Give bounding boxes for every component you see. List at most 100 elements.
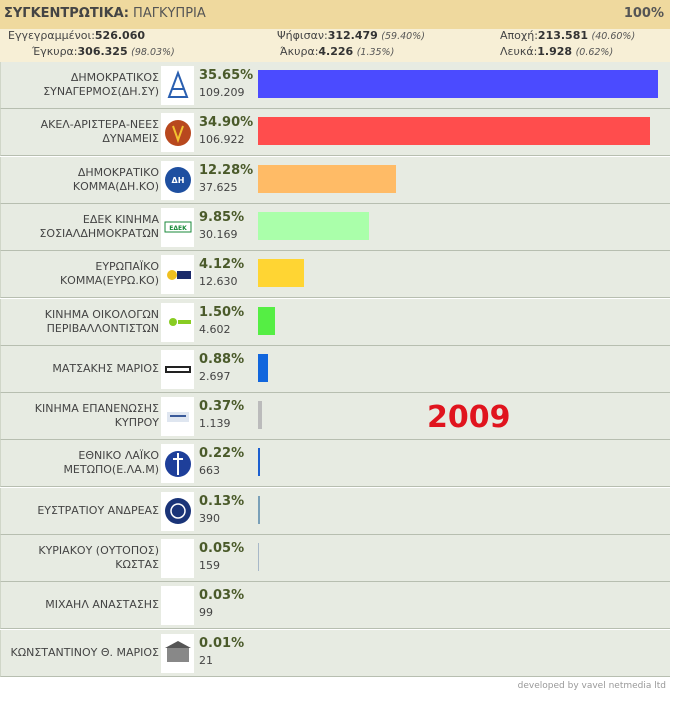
invalid-label: Άκυρα:	[280, 45, 319, 58]
party-logo	[161, 539, 194, 578]
party-row: ΚΙΝΗΜΑ ΕΠΑΝΕΝΩΣΗΣ ΚΥΠΡΟΥ 0.37% 1.139	[0, 393, 670, 441]
result-bar	[258, 211, 369, 240]
abstain-value: 213.581	[537, 29, 589, 42]
voted-label: Ψήφισαν:	[277, 29, 328, 42]
party-votes: 663	[199, 464, 220, 478]
party-votes: 4.602	[199, 322, 231, 336]
party-name: ΚΥΡΙΑΚΟΥ (ΟΥΤΟΠΟΣ) ΚΩΣΤΑΣ	[38, 544, 159, 571]
epanenosis-logo-icon	[161, 397, 194, 437]
party-name: ΕΘΝΙΚΟ ΛΑΪΚΟ ΜΕΤΩΠΟ(Ε.ΛΑ.Μ)	[63, 449, 159, 477]
abstain-pct: (40.60%)	[591, 31, 636, 42]
party-votes: 37.625	[199, 180, 238, 194]
party-row: ΚΙΝΗΜΑ ΟΙΚΟΛΟΓΩΝ ΠΕΡΙΒΑΛΛΟΝΤΙΣΤΩΝ 1.50% 4.…	[0, 298, 670, 346]
result-bar	[258, 70, 658, 98]
result-bar	[258, 259, 305, 288]
party-votes: 390	[199, 511, 220, 525]
party-name: ΚΩΝΣΤΑΝΤΙΝΟΥ Θ. ΜΑΡΙΟΣ	[10, 645, 160, 659]
result-bar	[258, 306, 275, 335]
invalid-stat: Άκυρα:4.226 (1.35%)	[280, 45, 394, 58]
valid-pct: (98.03%)	[131, 47, 175, 58]
valid-value: 306.325	[77, 45, 128, 58]
party-name: ΚΙΝΗΜΑ ΕΠΑΝΕΝΩΣΗΣ ΚΥΠΡΟΥ	[34, 402, 159, 430]
party-name: ΔΗΜΟΚΡΑΤΙΚΟ ΚΟΜΜΑ(ΔΗ.ΚΟ)	[72, 165, 159, 193]
evroko-logo-icon	[161, 255, 194, 295]
result-bar	[258, 543, 259, 571]
party-name: ΔΗΜΟΚΡΑΤΙΚΟΣ ΣΥΝΑΓΕΡΜΟΣ(ΔΗ.ΣΥ)	[43, 71, 159, 98]
party-percentage: 9.85%	[199, 209, 245, 225]
party-logo	[161, 586, 194, 626]
elam-logo-icon	[161, 444, 194, 484]
svg-text:ΕΔΕΚ: ΕΔΕΚ	[169, 225, 187, 232]
valid-stat: Έγκυρα:306.325 (98.03%)	[32, 45, 175, 58]
party-row: ΔΗΜΟΚΡΑΤΙΚΟ ΚΟΜΜΑ(ΔΗ.ΚΟ) ΔΗ 12.28% 37.625	[0, 156, 670, 204]
party-percentage: 4.12%	[199, 257, 245, 273]
party-votes: 2.697	[199, 369, 231, 383]
voted-pct: (59.40%)	[381, 31, 425, 42]
party-votes: 12.630	[199, 275, 238, 289]
result-bar	[258, 353, 268, 382]
party-votes: 21	[199, 653, 213, 667]
invalid-value: 4.226	[318, 45, 354, 58]
result-bar	[258, 117, 650, 146]
results-header: ΣΥΓΚΕΝΤΡΩΤΙΚΑ: ΠΑΓΚΥΠΡΙΑ 100%	[0, 0, 670, 30]
edek-logo-icon: ΕΔΕΚ	[161, 207, 194, 247]
party-percentage: 1.50%	[199, 304, 245, 320]
page-title: ΣΥΓΚΕΝΤΡΩΤΙΚΑ: ΠΑΓΚΥΠΡΙΑ	[4, 6, 206, 21]
counted-percentage: 100%	[623, 6, 664, 21]
party-name: ΕΔΕΚ ΚΙΝΗΜΑ ΣΟΣΙΑΛΔΗΜΟΚΡΑΤΩΝ	[39, 212, 159, 240]
party-name: ΚΙΝΗΜΑ ΟΙΚΟΛΟΓΩΝ ΠΕΡΙΒΑΛΛΟΝΤΙΣΤΩΝ	[44, 307, 159, 335]
party-row: ΕΥΡΩΠΑΪΚΟ ΚΟΜΜΑ(ΕΥΡΩ.ΚΟ) 4.12% 12.630	[0, 251, 670, 299]
year-label: 2009	[427, 400, 511, 435]
ecologists-logo-icon	[161, 302, 194, 342]
valid-label: Έγκυρα:	[32, 45, 78, 58]
blank-stat: Λευκά:1.928 (0.62%)	[500, 45, 613, 58]
turnout-stats: Εγγεγραμμένοι:526.060 Ψήφισαν:312.479 (5…	[0, 29, 670, 62]
abstain-label: Αποχή:	[500, 29, 538, 42]
party-row: ΜΙΧΑΗΛ ΑΝΑΣΤΑΣΗΣ 0.03% 99	[0, 582, 670, 630]
registered-stat: Εγγεγραμμένοι:526.060	[8, 29, 145, 42]
party-name: ΕΥΡΩΠΑΪΚΟ ΚΟΜΜΑ(ΕΥΡΩ.ΚΟ)	[59, 260, 159, 288]
party-row: ΕΔΕΚ ΚΙΝΗΜΑ ΣΟΣΙΑΛΔΗΜΟΚΡΑΤΩΝ ΕΔΕΚ 9.85% 30.…	[0, 203, 670, 251]
party-row: ΕΥΣΤΡΑΤΙΟΥ ΑΝΔΡΕΑΣ 0.13% 390	[0, 487, 670, 535]
party-row: ΕΘΝΙΚΟ ΛΑΪΚΟ ΜΕΤΩΠΟ(Ε.ΛΑ.Μ) 0.22% 663	[0, 440, 670, 488]
party-percentage: 0.03%	[199, 588, 245, 604]
party-votes: 99	[199, 606, 213, 620]
invalid-pct: (1.35%)	[356, 47, 395, 58]
blank-label: Λευκά:	[500, 45, 538, 58]
party-row: ΚΩΝΣΤΑΝΤΙΝΟΥ Θ. ΜΑΡΙΟΣ 0.01% 21	[0, 629, 670, 677]
result-bar	[258, 448, 261, 477]
efstratiou-logo-icon	[161, 491, 194, 531]
party-name: ΕΥΣΤΡΑΤΙΟΥ ΑΝΔΡΕΑΣ	[37, 503, 159, 517]
party-percentage: 0.05%	[199, 541, 245, 556]
party-percentage: 0.88%	[199, 351, 245, 367]
footer-credit: developed by vavel netmedia ltd	[517, 681, 666, 691]
diko-logo-icon: ΔΗ	[161, 160, 194, 200]
party-name: ΜΙΧΑΗΛ ΑΝΑΣΤΑΣΗΣ	[45, 598, 159, 612]
party-percentage: 0.37%	[199, 399, 245, 415]
party-row: ΜΑΤΣΑΚΗΣ ΜΑΡΙΟΣ 0.88% 2.697	[0, 345, 670, 393]
party-name: ΜΑΤΣΑΚΗΣ ΜΑΡΙΟΣ	[52, 361, 159, 375]
party-percentage: 12.28%	[199, 162, 254, 178]
result-bar	[258, 164, 396, 193]
akel-logo-icon	[161, 113, 194, 153]
party-row: ΔΗΜΟΚΡΑΤΙΚΟΣ ΣΥΝΑΓΕΡΜΟΣ(ΔΗ.ΣΥ) 35.65% 109.…	[0, 62, 670, 109]
registered-label: Εγγεγραμμένοι:	[8, 29, 95, 42]
abstain-stat: Αποχή:213.581 (40.60%)	[500, 29, 635, 42]
matsakis-logo-icon	[161, 349, 194, 389]
party-row: ΑΚΕΛ-ΑΡΙΣΤΕΡΑ-ΝΕΕΣ ΔΥΝΑΜΕΙΣ 34.90% 106.922	[0, 109, 670, 157]
party-votes: 106.922	[199, 133, 245, 147]
result-bar	[258, 401, 263, 430]
title-region: ΠΑΓΚΥΠΡΙΑ	[133, 6, 206, 21]
registered-value: 526.060	[94, 29, 146, 42]
title-prefix: ΣΥΓΚΕΝΤΡΩΤΙΚΑ:	[4, 6, 129, 21]
result-bar	[258, 495, 260, 524]
party-percentage: 34.90%	[199, 115, 254, 131]
party-votes: 109.209	[199, 86, 245, 99]
party-percentage: 0.01%	[199, 635, 245, 651]
party-votes: 159	[199, 559, 220, 572]
voted-value: 312.479	[327, 29, 378, 42]
blank-pct: (0.62%)	[575, 47, 614, 58]
svg-text:ΔΗ: ΔΗ	[171, 176, 184, 185]
party-votes: 1.139	[199, 417, 231, 431]
voted-stat: Ψήφισαν:312.479 (59.40%)	[277, 29, 425, 42]
